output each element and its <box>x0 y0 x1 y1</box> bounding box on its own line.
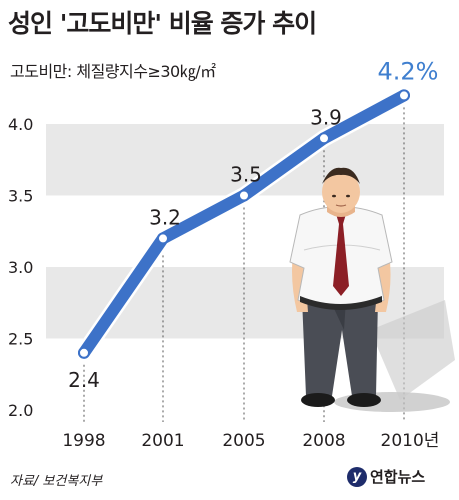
highlight-data-label: 4.2% <box>378 57 439 85</box>
x-tick-label: 2010년 <box>381 431 440 451</box>
data-point <box>318 132 330 145</box>
y-tick-label: 2.5 <box>8 330 33 349</box>
data-label: 3.5 <box>230 163 262 187</box>
x-tick-label: 2005 <box>222 431 265 451</box>
data-point <box>238 189 250 202</box>
y-tick-label: 3.5 <box>8 187 33 206</box>
chart-subtitle: 고도비만: 체질량지수≥30㎏/㎡ <box>10 62 216 81</box>
obese-man-illustration <box>289 167 455 412</box>
yonhap-logo-text: 연합뉴스 <box>370 468 426 486</box>
y-tick-label: 4.0 <box>8 115 33 134</box>
data-labels: 2.4 3.2 3.5 3.9 4.2% <box>68 57 438 391</box>
data-point <box>78 346 90 359</box>
data-points <box>78 89 410 359</box>
x-axis-ticks: 1998 2001 2005 2008 2010년 <box>62 431 439 451</box>
data-label: 2.4 <box>68 368 100 392</box>
y-axis-ticks: 2.0 2.5 3.0 3.5 4.0 <box>8 115 33 420</box>
data-label: 3.2 <box>149 205 181 229</box>
data-point <box>398 89 410 102</box>
y-tick-label: 3.0 <box>8 258 33 277</box>
y-tick-label: 2.0 <box>8 401 33 420</box>
grid-band <box>46 124 444 196</box>
x-tick-label: 1998 <box>62 431 105 451</box>
source-note: 자료/ 보건복지부 <box>10 474 103 489</box>
x-tick-label: 2001 <box>141 431 184 451</box>
yonhap-logo-icon: y <box>347 466 367 487</box>
yonhap-logo: y 연합뉴스 <box>347 466 425 487</box>
data-point <box>157 232 169 245</box>
data-label: 3.9 <box>310 105 342 129</box>
x-tick-label: 2008 <box>302 431 345 451</box>
chart-title: 성인 '고도비만' 비율 증가 추이 <box>8 9 317 38</box>
